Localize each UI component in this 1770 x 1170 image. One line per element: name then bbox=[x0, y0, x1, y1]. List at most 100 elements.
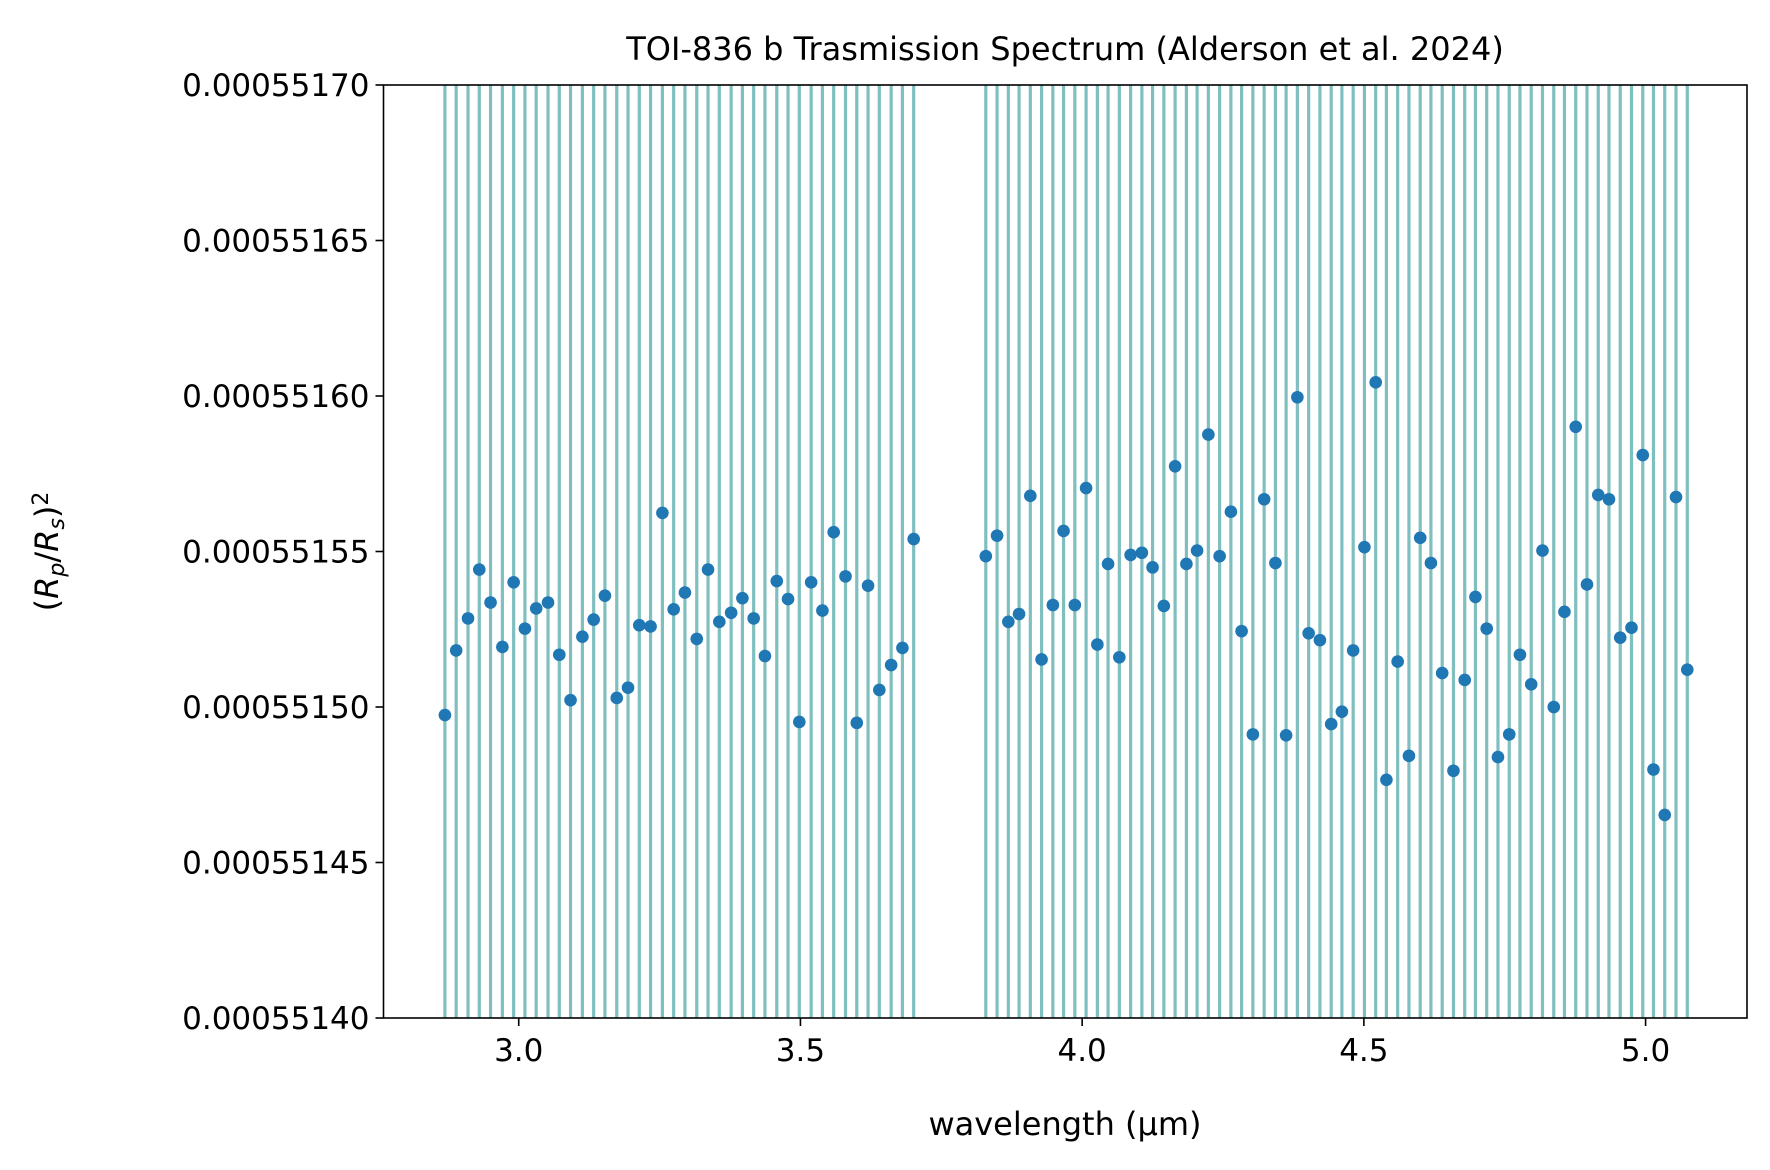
y-tick-label: 0.00055170 bbox=[182, 68, 369, 104]
y-tick-label: 0.00055165 bbox=[182, 224, 369, 260]
y-axis-label-part: R bbox=[28, 577, 66, 599]
data-point bbox=[1458, 673, 1472, 687]
data-point bbox=[587, 613, 600, 626]
y-axis-label-part: R bbox=[28, 530, 66, 552]
data-point bbox=[850, 716, 864, 730]
data-point bbox=[1101, 557, 1115, 571]
y-axis-label-part: ( bbox=[28, 599, 66, 611]
data-point bbox=[644, 620, 657, 633]
data-point bbox=[598, 589, 612, 602]
data-point bbox=[552, 648, 566, 662]
data-point bbox=[884, 658, 898, 672]
data-point bbox=[1524, 677, 1538, 691]
data-point bbox=[1235, 624, 1248, 638]
data-point bbox=[518, 622, 532, 635]
y-axis-label-part: ) bbox=[28, 506, 66, 518]
data-point bbox=[1480, 622, 1493, 635]
data-point bbox=[873, 683, 886, 697]
data-point bbox=[1324, 717, 1338, 731]
data-point bbox=[804, 575, 818, 589]
y-axis-label-part: p bbox=[45, 563, 70, 578]
data-point bbox=[1213, 549, 1226, 563]
data-point bbox=[610, 691, 624, 705]
data-point bbox=[496, 640, 509, 654]
data-point bbox=[747, 612, 760, 625]
data-point bbox=[713, 615, 726, 629]
data-point bbox=[541, 596, 555, 609]
data-point bbox=[461, 612, 475, 625]
data-point bbox=[1580, 578, 1594, 591]
data-point bbox=[1124, 548, 1137, 562]
y-axis-label-part: / bbox=[28, 552, 66, 563]
data-point bbox=[1658, 808, 1672, 822]
data-point bbox=[861, 579, 875, 593]
data-point bbox=[656, 506, 669, 520]
chart-title: TOI-836 b Trasmission Spectrum (Alderson… bbox=[625, 30, 1504, 68]
data-point bbox=[1469, 590, 1482, 604]
x-tick-label: 4.5 bbox=[1339, 1033, 1388, 1069]
data-point bbox=[1146, 561, 1159, 574]
data-point bbox=[1269, 556, 1282, 570]
data-point bbox=[724, 606, 738, 620]
data-point bbox=[770, 574, 784, 588]
data-point bbox=[484, 596, 497, 609]
data-point bbox=[758, 649, 772, 663]
data-point bbox=[1246, 728, 1260, 741]
data-point bbox=[678, 586, 692, 599]
data-point bbox=[1257, 492, 1271, 506]
data-point bbox=[793, 715, 806, 729]
data-point bbox=[1291, 390, 1304, 404]
data-point bbox=[632, 618, 646, 632]
data-point bbox=[827, 525, 840, 539]
data-point bbox=[472, 563, 486, 576]
y-axis-label-part: 2 bbox=[29, 492, 54, 506]
data-point bbox=[1046, 598, 1060, 612]
data-point bbox=[896, 641, 909, 655]
data-point bbox=[1613, 631, 1627, 644]
data-point bbox=[1335, 705, 1349, 718]
data-point bbox=[1180, 557, 1193, 571]
data-point bbox=[1024, 489, 1037, 503]
data-point bbox=[690, 632, 704, 646]
data-point bbox=[449, 644, 463, 657]
data-point bbox=[979, 549, 993, 563]
data-point bbox=[1491, 750, 1505, 764]
data-point bbox=[1413, 531, 1427, 545]
data-point bbox=[1002, 615, 1015, 629]
data-point bbox=[507, 575, 520, 589]
data-point bbox=[1358, 540, 1371, 554]
data-point bbox=[1636, 448, 1650, 462]
data-point bbox=[1279, 729, 1293, 742]
data-point bbox=[1168, 459, 1182, 473]
data-point bbox=[1068, 598, 1082, 612]
data-point bbox=[1591, 488, 1605, 502]
data-point bbox=[1447, 764, 1460, 778]
data-point bbox=[1558, 605, 1571, 619]
data-point bbox=[1012, 607, 1026, 621]
data-point bbox=[1369, 376, 1382, 389]
data-point bbox=[1113, 650, 1126, 664]
x-tick-label: 4.0 bbox=[1057, 1033, 1106, 1069]
data-point bbox=[781, 592, 795, 606]
data-point bbox=[1647, 763, 1660, 776]
data-point bbox=[1547, 700, 1561, 714]
data-point bbox=[564, 693, 577, 707]
data-point bbox=[1313, 633, 1327, 647]
data-point bbox=[1380, 773, 1393, 787]
data-point bbox=[1569, 420, 1583, 434]
data-point bbox=[1057, 524, 1070, 538]
data-point bbox=[1513, 648, 1527, 662]
data-point bbox=[701, 563, 715, 576]
plot-area bbox=[438, 85, 1694, 1018]
data-point bbox=[1502, 728, 1516, 741]
data-point bbox=[438, 708, 452, 722]
data-point bbox=[621, 681, 635, 695]
y-tick-label: 0.00055150 bbox=[182, 690, 369, 726]
data-point bbox=[529, 602, 543, 615]
data-point bbox=[1402, 749, 1416, 763]
data-point bbox=[1680, 663, 1694, 676]
x-tick-label: 3.0 bbox=[494, 1033, 543, 1069]
data-point bbox=[1091, 638, 1104, 651]
